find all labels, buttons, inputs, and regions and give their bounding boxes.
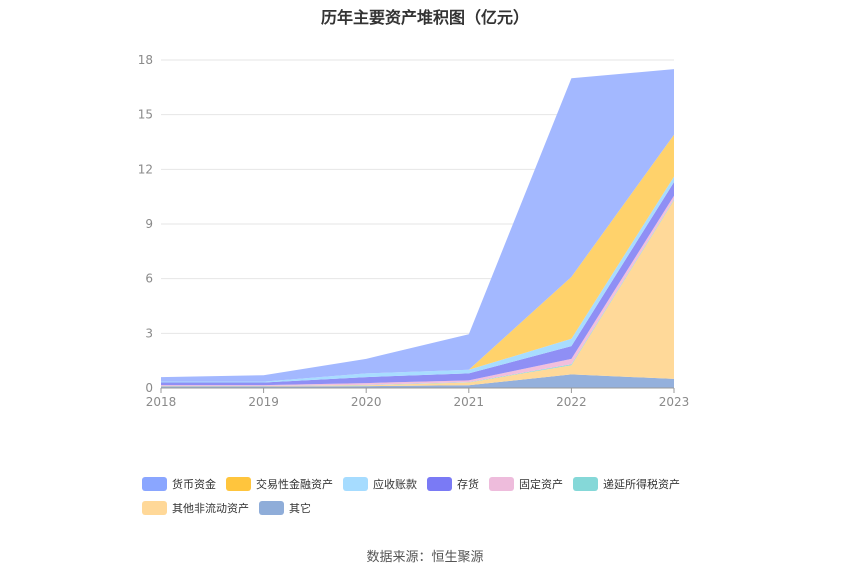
legend-label: 其他非流动资产 <box>172 502 249 515</box>
legend-item[interactable]: 固定资产 <box>489 472 563 496</box>
legend-swatch <box>142 501 167 515</box>
legend-label: 固定资产 <box>519 478 563 491</box>
legend-swatch <box>573 477 598 491</box>
legend-item[interactable]: 其它 <box>259 496 311 520</box>
legend-label: 货币资金 <box>172 478 216 491</box>
legend-swatch <box>343 477 368 491</box>
area-series-7 <box>161 69 674 382</box>
legend: 货币资金 交易性金融资产 应收账款 存货 固定资产 递延所得税资产其他非流动资产 其它 <box>142 472 742 520</box>
y-tick-label: 18 <box>138 53 153 67</box>
legend-label: 应收账款 <box>373 478 417 491</box>
legend-item[interactable]: 递延所得税资产 <box>573 472 680 496</box>
area-series-0 <box>161 374 674 388</box>
data-source-note: 数据来源：恒生聚源 <box>366 550 484 565</box>
legend-swatch <box>427 477 452 491</box>
stacked-areas <box>161 69 674 388</box>
x-tick-label: 2022 <box>556 395 587 409</box>
legend-label: 交易性金融资产 <box>256 478 333 491</box>
legend-swatch <box>259 501 284 515</box>
legend-item[interactable]: 交易性金融资产 <box>226 472 333 496</box>
legend-swatch <box>142 477 167 491</box>
legend-label: 存货 <box>457 478 479 491</box>
chart-title: 历年主要资产堆积图（亿元） <box>320 8 529 27</box>
axes: 0 3 6 9 12 15 18 2018 2019 2020 2021 2022 2023 <box>138 53 690 409</box>
y-tick-label: 15 <box>138 108 153 122</box>
y-tick-label: 6 <box>145 272 153 286</box>
y-tick-label: 0 <box>145 381 153 395</box>
legend-item[interactable]: 存货 <box>427 472 479 496</box>
area-series-1 <box>161 200 674 387</box>
legend-item[interactable]: 其他非流动资产 <box>142 496 249 520</box>
legend-label: 其它 <box>289 502 311 515</box>
legend-item[interactable]: 货币资金 <box>142 472 216 496</box>
x-tick-label: 2019 <box>248 395 279 409</box>
x-tick-label: 2020 <box>351 395 382 409</box>
y-tick-label: 9 <box>145 217 153 231</box>
x-tick-label: 2023 <box>659 395 690 409</box>
legend-swatch <box>226 477 251 491</box>
legend-label: 递延所得税资产 <box>603 478 680 491</box>
x-tick-label: 2018 <box>146 395 177 409</box>
legend-item[interactable]: 应收账款 <box>343 472 417 496</box>
y-tick-label: 12 <box>138 162 153 176</box>
legend-swatch <box>489 477 514 491</box>
y-tick-label: 3 <box>145 326 153 340</box>
area-series-6 <box>161 134 674 382</box>
x-tick-label: 2021 <box>454 395 485 409</box>
